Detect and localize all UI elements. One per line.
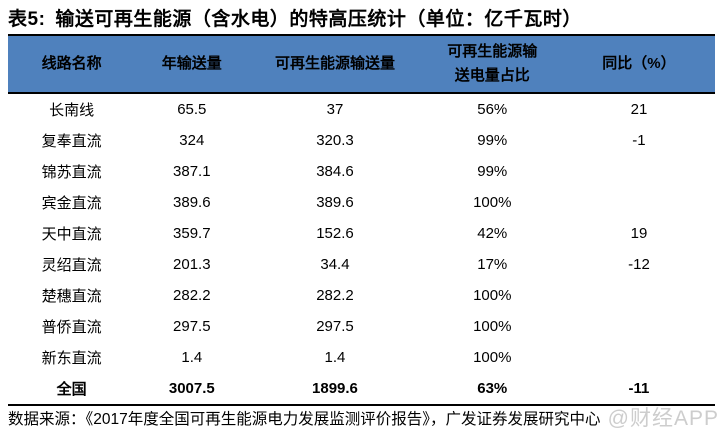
cell-annual-volume: 65.5 (177, 101, 207, 118)
cell-renewable-share: 100% (473, 287, 512, 304)
table-number-label: 表5: (8, 9, 46, 30)
cell-yoy (563, 342, 715, 373)
cell-renewable-share: 100% (473, 349, 512, 366)
cell-annual-volume: 3007.5 (168, 380, 215, 397)
cell-line-name: 全国 (56, 381, 87, 398)
cell-line-name: 锦苏直流 (41, 164, 102, 181)
table-row: 锦苏直流 387.1 384.6 99% (8, 156, 715, 187)
col-header-yoy: 同比（%） (562, 35, 715, 94)
cell-renewable-share: 42% (477, 225, 508, 242)
cell-annual-volume: 359.7 (173, 225, 211, 242)
total-row: 全国 3007.5 1899.6 63% -11 (8, 373, 715, 405)
cell-renewable-share: 100% (473, 318, 512, 335)
cell-annual-volume: 324 (179, 132, 205, 149)
cell-line-name: 灵绍直流 (41, 257, 102, 274)
data-source-note: 数据来源：《2017年度全国可再生能源电力发展监测评价报告》，广发证券发展研究中… (8, 411, 601, 428)
cell-yoy: 21 (630, 101, 648, 118)
table-row: 长南线 65.5 37 56% 21 (8, 93, 715, 125)
cell-line-name: 复奉直流 (41, 133, 102, 150)
cell-annual-volume: 1.4 (181, 349, 203, 366)
cell-line-name: 宾金直流 (41, 195, 102, 212)
cell-yoy (563, 280, 715, 311)
cell-renewable-share: 100% (473, 194, 512, 211)
cell-yoy (563, 156, 715, 187)
col-header-renewable-share-line1: 可再生能源输 (447, 43, 538, 60)
cell-renewable-volume: 1.4 (324, 349, 346, 366)
cell-renewable-share: 17% (477, 256, 508, 273)
col-header-annual-volume: 年输送量 (135, 35, 249, 94)
cell-line-name: 长南线 (49, 102, 95, 119)
cell-renewable-share: 63% (477, 380, 508, 397)
cell-renewable-volume: 320.3 (316, 132, 354, 149)
table-row: 天中直流 359.7 152.6 42% 19 (8, 218, 715, 249)
table-row: 灵绍直流 201.3 34.4 17% -12 (8, 249, 715, 280)
cell-annual-volume: 389.6 (173, 194, 211, 211)
col-header-renewable-volume: 可再生能源输送量 (248, 35, 422, 94)
table-row: 楚穗直流 282.2 282.2 100% (8, 280, 715, 311)
cell-line-name: 新东直流 (41, 350, 102, 367)
watermark-text: @财经APP (607, 407, 719, 430)
cell-renewable-share: 99% (477, 163, 508, 180)
cell-annual-volume: 297.5 (173, 318, 211, 335)
cell-renewable-volume: 37 (326, 101, 344, 118)
col-header-renewable-share-line2: 送电量占比 (454, 67, 530, 84)
col-header-line-name: 线路名称 (8, 35, 136, 94)
table-title-text: 输送可再生能源（含水电）的特高压统计（单位：亿千瓦时） (55, 9, 582, 30)
cell-annual-volume: 282.2 (173, 287, 211, 304)
cell-renewable-volume: 384.6 (316, 163, 354, 180)
cell-annual-volume: 201.3 (173, 256, 211, 273)
cell-line-name: 天中直流 (41, 226, 102, 243)
header-row: 线路名称 年输送量 可再生能源输送量 可再生能源输 送电量占比 同比（%） (8, 35, 715, 94)
cell-yoy: -1 (632, 132, 646, 149)
cell-renewable-share: 99% (477, 132, 508, 149)
cell-line-name: 普侨直流 (41, 319, 102, 336)
cell-yoy: -12 (628, 256, 650, 273)
cell-annual-volume: 387.1 (173, 163, 211, 180)
cell-renewable-share: 56% (477, 101, 508, 118)
cell-renewable-volume: 34.4 (320, 256, 350, 273)
cell-renewable-volume: 282.2 (316, 287, 354, 304)
cell-renewable-volume: 297.5 (316, 318, 354, 335)
cell-renewable-volume: 1899.6 (312, 380, 358, 397)
uhv-statistics-table: 线路名称 年输送量 可再生能源输送量 可再生能源输 送电量占比 同比（%） 长南… (8, 34, 715, 406)
page-title: 表5: 输送可再生能源（含水电）的特高压统计（单位：亿千瓦时） (8, 4, 582, 31)
table-row: 宾金直流 389.6 389.6 100% (8, 187, 715, 218)
table-row: 新东直流 1.4 1.4 100% (8, 342, 715, 373)
cell-yoy: 19 (630, 225, 648, 242)
cell-line-name: 楚穗直流 (41, 288, 102, 305)
cell-yoy (563, 187, 715, 218)
cell-renewable-volume: 152.6 (316, 225, 354, 242)
cell-yoy: -11 (628, 380, 650, 397)
table-row: 复奉直流 324 320.3 99% -1 (8, 125, 715, 156)
cell-renewable-volume: 389.6 (316, 194, 354, 211)
col-header-renewable-share: 可再生能源输 送电量占比 (421, 35, 563, 94)
cell-yoy (563, 311, 715, 342)
table-row: 普侨直流 297.5 297.5 100% (8, 311, 715, 342)
